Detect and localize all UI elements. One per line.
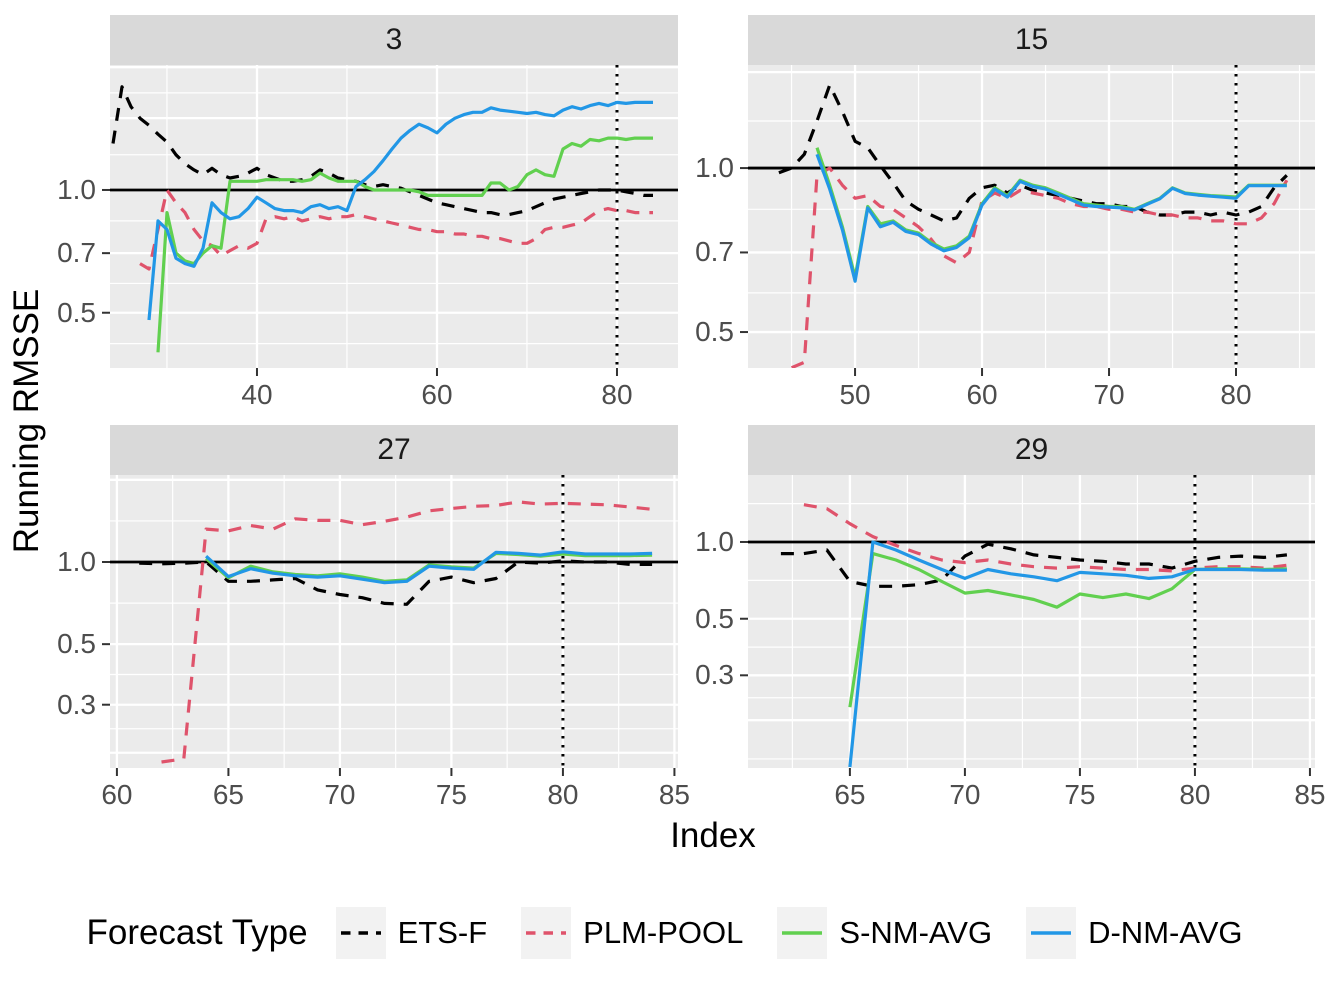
legend: Forecast Type ETS-F PLM-POOL S-NM-AVG D-NM-…	[0, 898, 1329, 968]
series-line-ets-f	[111, 85, 653, 217]
series-line-d-nm-avg	[848, 540, 1287, 768]
facet-panel-27	[102, 425, 678, 776]
x-tick-label: 70	[324, 779, 356, 810]
y-tick-label: 0.5	[57, 296, 96, 328]
x-tick-label: 70	[949, 779, 981, 810]
legend-entry-label: S-NM-AVG	[839, 915, 993, 950]
legend-key-s-nm-avg	[777, 907, 828, 959]
x-tick-label: 80	[1220, 379, 1252, 410]
x-tick-label: 50	[839, 379, 871, 410]
facet-panel-3	[102, 15, 678, 376]
y-tick-label: 0.7	[57, 237, 96, 269]
y-tick-label: 0.5	[695, 316, 734, 348]
facet-strip	[748, 15, 1315, 65]
legend-entry-label: PLM-POOL	[583, 915, 744, 950]
legend-key-ets-f	[335, 907, 386, 959]
panel-background	[748, 65, 1315, 368]
facet-strip-label: 15	[1014, 23, 1049, 56]
y-tick-label: 0.3	[57, 688, 96, 720]
legend-entry-plm-pool: PLM-POOL	[521, 907, 743, 959]
facet-strip	[110, 15, 678, 65]
facet-strip-label: 27	[377, 433, 411, 466]
facet-strip-label: 29	[1014, 433, 1049, 466]
series-line-d-nm-avg	[205, 550, 653, 585]
series-line-plm-pool	[139, 188, 653, 271]
legend-title: Forecast Type	[86, 913, 308, 952]
x-tick-label: 75	[1064, 779, 1096, 810]
panel-background	[748, 475, 1315, 768]
y-tick-label: 0.3	[695, 659, 734, 691]
x-tick-label: 60	[101, 779, 133, 810]
legend-key-d-nm-avg	[1026, 907, 1077, 959]
facet-panel-29	[740, 425, 1315, 776]
x-tick-label: 40	[241, 379, 273, 410]
x-tick-label: 80	[1179, 779, 1211, 810]
x-tick-label: 85	[658, 779, 690, 810]
y-tick-label: 0.5	[695, 602, 734, 634]
x-tick-label: 60	[966, 379, 998, 410]
x-axis-title: Index	[670, 816, 756, 855]
facet-strip-label: 3	[385, 23, 403, 56]
y-tick-label: 1.0	[57, 173, 96, 205]
legend-entry-ets-f: ETS-F	[335, 907, 488, 959]
series-line-plm-pool	[803, 503, 1288, 573]
panel-background	[110, 475, 678, 768]
facet-strip	[748, 425, 1315, 475]
x-tick-label: 75	[435, 779, 467, 810]
y-tick-label: 1.0	[695, 152, 734, 184]
series-line-d-nm-avg	[815, 153, 1287, 283]
legend-entry-s-nm-avg: S-NM-AVG	[777, 907, 992, 959]
x-tick-label: 70	[1093, 379, 1125, 410]
y-tick-label: 0.5	[57, 628, 96, 660]
y-axis-title: Running RMSSE	[7, 288, 46, 554]
legend-entry-d-nm-avg: D-NM-AVG	[1026, 907, 1243, 959]
x-tick-label: 65	[212, 779, 244, 810]
y-tick-label: 1.0	[695, 525, 734, 557]
x-tick-label: 85	[1294, 779, 1326, 810]
series-line-plm-pool	[790, 166, 1289, 368]
x-tick-label: 60	[421, 379, 453, 410]
series-line-ets-f	[778, 83, 1288, 223]
facet-strip	[110, 425, 678, 475]
facet-panel-15	[740, 15, 1315, 376]
x-tick-label: 65	[834, 779, 866, 810]
x-tick-label: 80	[601, 379, 633, 410]
series-line-s-nm-avg	[156, 136, 653, 353]
series-line-d-nm-avg	[147, 100, 653, 321]
legend-key-plm-pool	[521, 907, 572, 959]
legend-entry-label: D-NM-AVG	[1088, 915, 1243, 950]
series-line-plm-pool	[161, 500, 653, 764]
legend-entries: ETS-F PLM-POOL S-NM-AVG D-NM-AVG	[335, 907, 1243, 959]
x-tick-label: 80	[547, 779, 579, 810]
y-tick-label: 1.0	[57, 545, 96, 577]
y-tick-label: 0.7	[695, 236, 734, 268]
panel-background	[110, 65, 678, 368]
legend-entry-label: ETS-F	[397, 915, 488, 950]
series-line-ets-f	[780, 542, 1288, 588]
